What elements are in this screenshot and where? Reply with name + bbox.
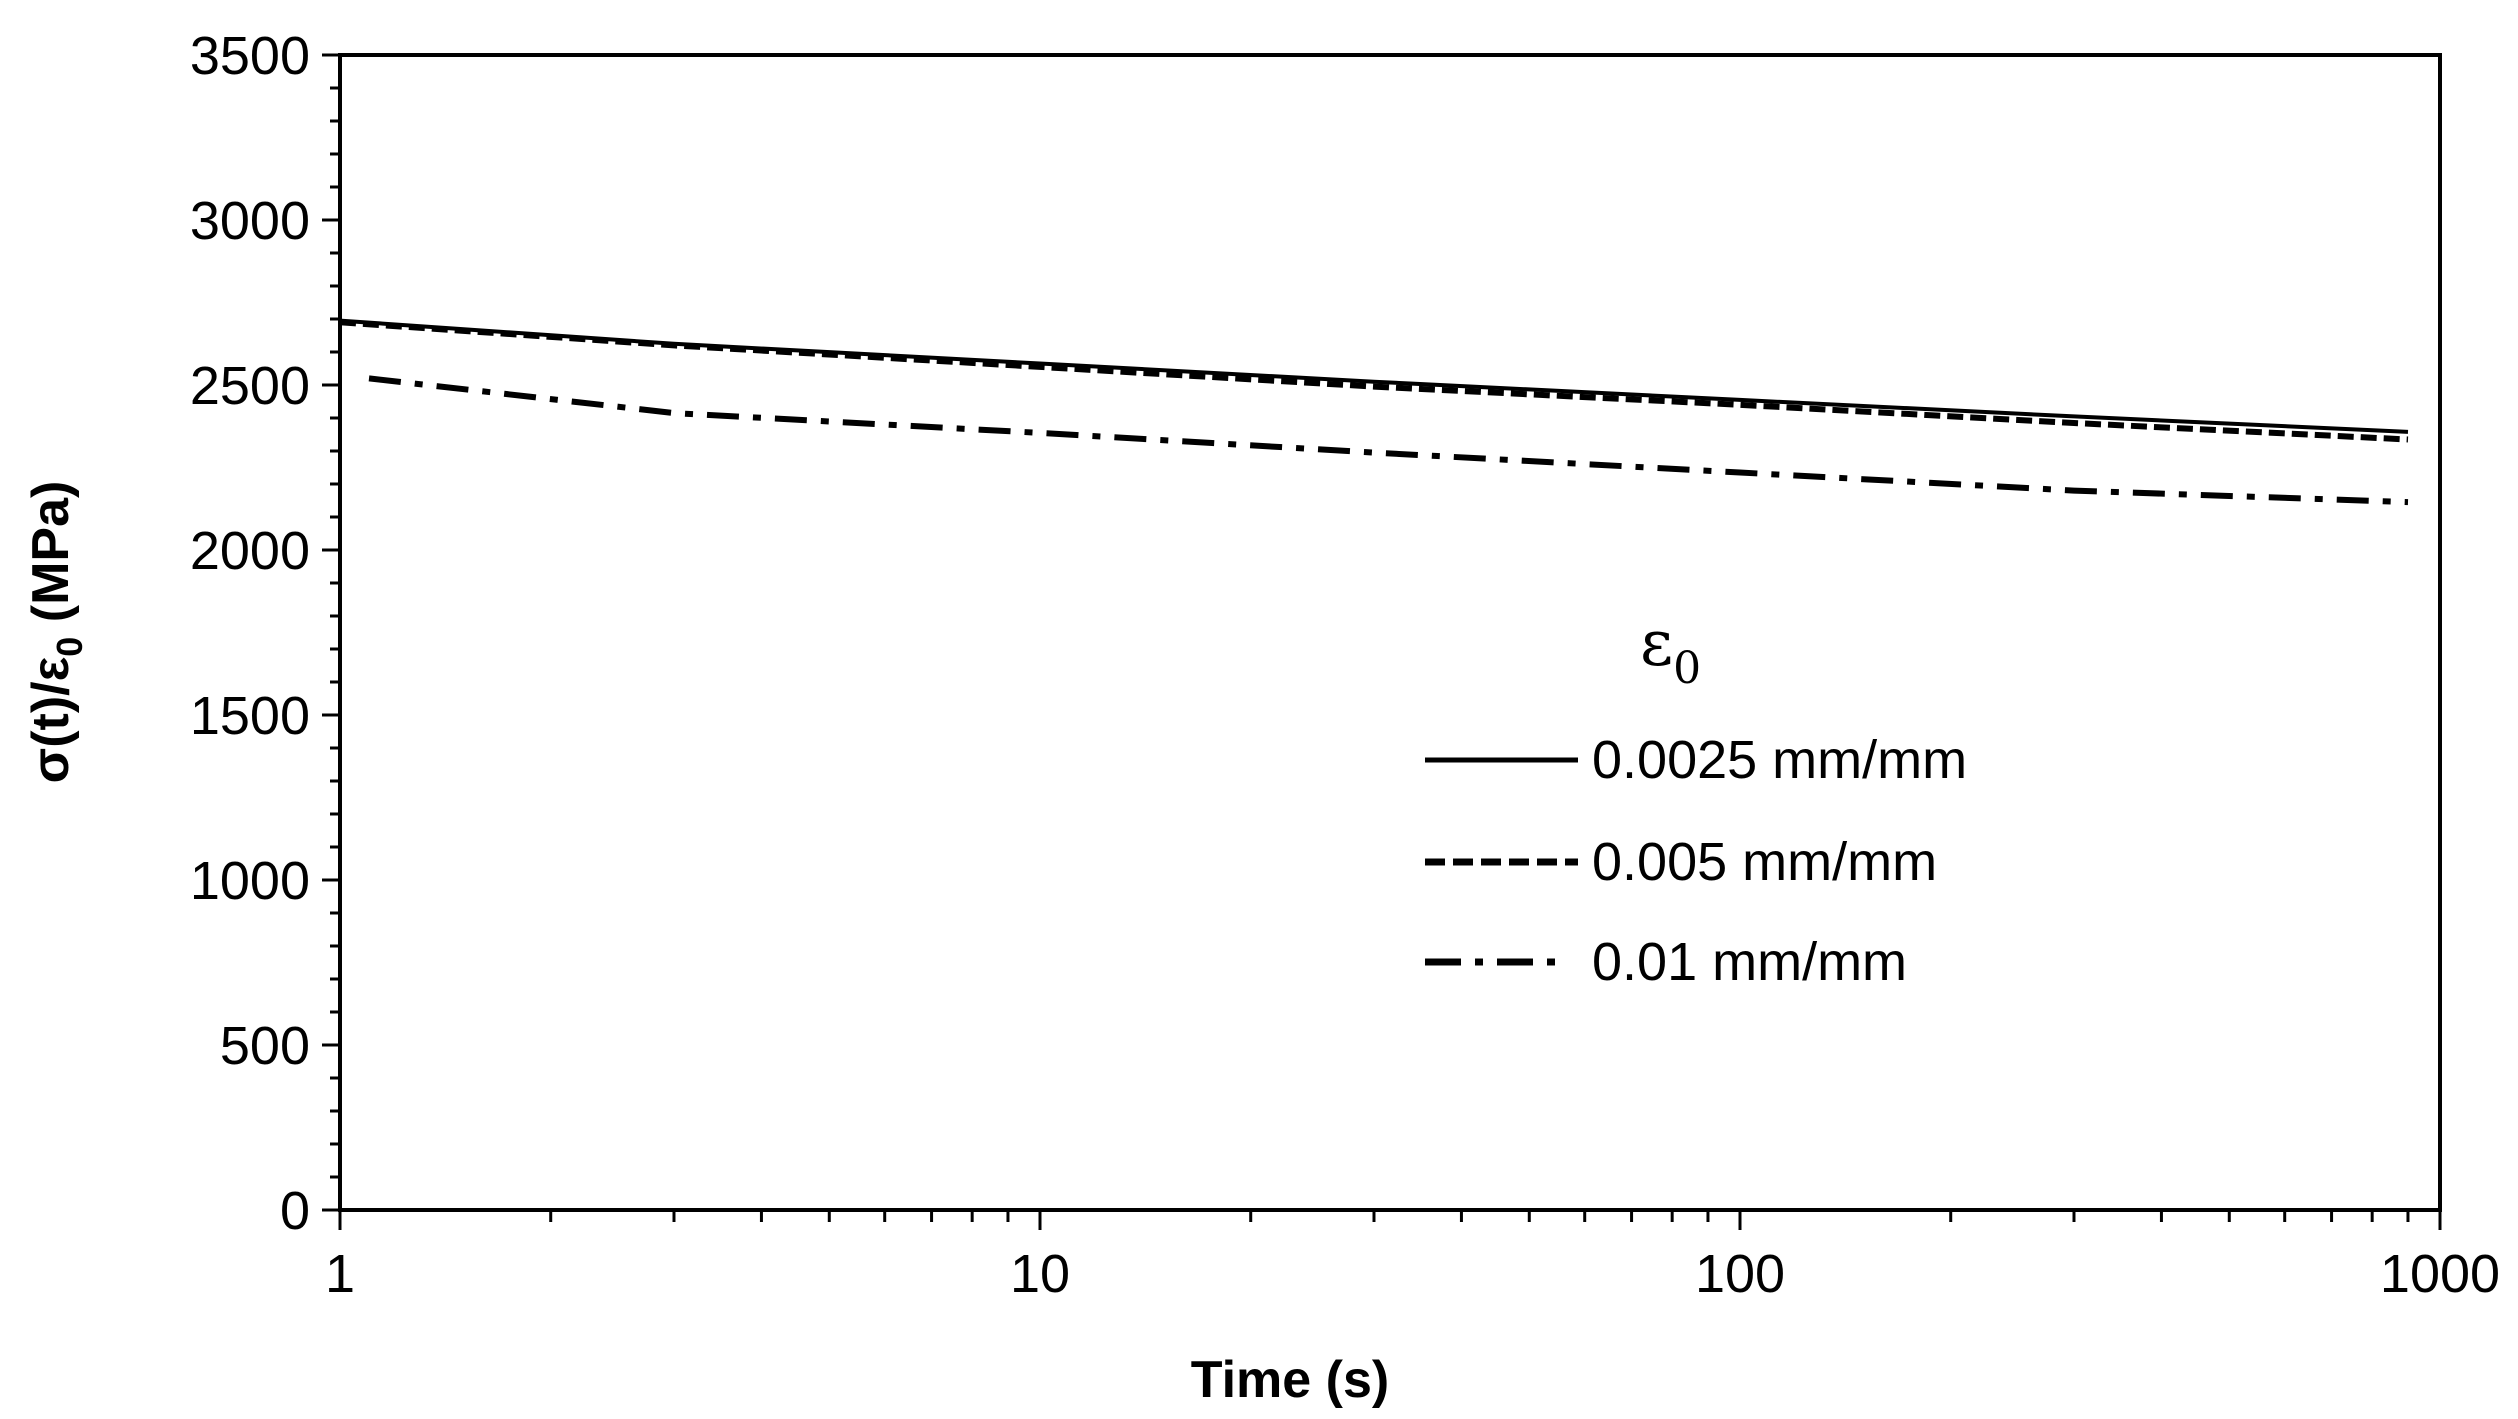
series-line-solid <box>339 318 2409 434</box>
legend-label-0.01: 0.01 mm/mm <box>1592 932 1907 992</box>
y-tick-label: 500 <box>220 1016 310 1076</box>
y-axis-title-subscript: 0 <box>49 637 90 657</box>
x-tick-label: 100 <box>1695 1244 1785 1304</box>
y-tick-label: 1000 <box>190 851 310 911</box>
plot-frame <box>338 53 2442 1212</box>
legend-title-main: ε <box>1640 607 1673 681</box>
x-tick-label: 1 <box>325 1244 355 1304</box>
legend-label-0.0025: 0.0025 mm/mm <box>1592 730 1967 790</box>
y-axis-title-unit: (MPa) <box>22 481 80 623</box>
series-lines <box>339 318 2409 506</box>
y-tick-label: 2500 <box>190 356 310 416</box>
x-axis-ticks <box>338 1210 2442 1230</box>
y-tick-label: 3500 <box>190 26 310 86</box>
series-line-dashdot <box>368 375 2409 506</box>
y-axis-title-main: σ(t)/ε <box>22 657 80 784</box>
y-axis-title: σ(t)/ε0 (MPa) <box>22 481 90 784</box>
x-tick-label: 10 <box>1010 1244 1070 1304</box>
y-tick-label: 3000 <box>190 191 310 251</box>
series-line-dashed <box>339 319 2409 443</box>
legend-title: ε0 <box>1640 607 1701 694</box>
plot-area-border <box>338 53 2442 1212</box>
x-tick-label: 1000 <box>2380 1244 2500 1304</box>
y-tick-label: 1500 <box>190 686 310 746</box>
y-tick-label: 2000 <box>190 521 310 581</box>
legend: ε0 0.0025 mm/mm 0.005 mm/mm 0.01 mm/mm <box>1425 607 1967 992</box>
legend-title-subscript: 0 <box>1673 643 1701 694</box>
legend-label-0.005: 0.005 mm/mm <box>1592 832 1937 892</box>
x-axis-tick-labels: 1 10 100 1000 <box>325 1244 2500 1304</box>
y-axis-tick-labels: 0 500 1000 1500 2000 2500 3000 3500 <box>190 26 310 1241</box>
x-axis-title: Time (s) <box>1191 1351 1389 1409</box>
y-tick-label: 0 <box>280 1181 310 1241</box>
y-axis-title-gap <box>22 622 80 636</box>
y-axis-ticks <box>322 53 340 1212</box>
